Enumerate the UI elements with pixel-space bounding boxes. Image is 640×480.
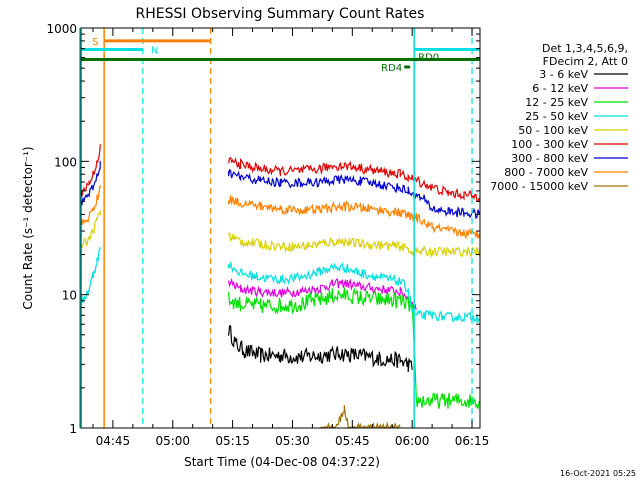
y-tick-label: 1 <box>69 422 77 436</box>
x-tick-label: 04:45 <box>96 434 131 448</box>
legend-entry-label: 3 - 6 keV <box>539 68 588 81</box>
axes-layer: 04:45 05:00 05:15 05:30 05:45 06:00 06:15 1 10 10… <box>46 22 489 448</box>
series-line <box>81 210 480 259</box>
flag-label-rd4: RD4 <box>381 63 402 74</box>
legend-header-line: FDecim 2, Att 0 <box>543 55 628 68</box>
x-tick-label: 05:30 <box>275 434 310 448</box>
legend-entry-label: 300 - 800 keV <box>511 152 588 165</box>
legend-entry-label: 25 - 50 keV <box>525 110 588 123</box>
series-line <box>81 247 480 324</box>
legend-header-line: Det 1,3,4,5,6,9, <box>542 42 628 55</box>
legend-entry-label: 100 - 300 keV <box>511 138 588 151</box>
x-tick-label: 05:15 <box>215 434 250 448</box>
series-line <box>81 144 480 202</box>
legend-entry-label: 6 - 12 keV <box>532 82 588 95</box>
y-tick-label: 100 <box>54 155 77 169</box>
legend-entry-label: 7000 - 15000 keV <box>490 180 588 193</box>
x-tick-label: 05:00 <box>155 434 190 448</box>
x-tick-label: 06:00 <box>395 434 430 448</box>
x-tick-label: 06:15 <box>455 434 490 448</box>
y-axis-label: Count Rate (s⁻¹ detector⁻¹) <box>21 146 35 309</box>
series-line <box>228 287 480 409</box>
series-line <box>228 277 417 311</box>
legend: Det 1,3,4,5,6,9,FDecim 2, Att 03 - 6 keV… <box>490 42 628 193</box>
flag-label-s: S <box>92 37 98 48</box>
series-line <box>81 185 480 240</box>
series-layer <box>81 144 480 428</box>
y-tick-label: 10 <box>62 289 77 303</box>
flags-layer: S N RD4 RD0 <box>79 28 480 428</box>
x-tick-label: 05:45 <box>335 434 370 448</box>
plot-frame <box>80 27 481 429</box>
x-axis-label: Start Time (04-Dec-08 04:37:22) <box>184 455 380 469</box>
timestamp: 16-Oct-2021 05:25 <box>560 469 636 478</box>
series-line <box>228 325 413 373</box>
chart-title: RHESSI Observing Summary Count Rates <box>136 6 425 22</box>
series-line <box>320 405 401 428</box>
series-line <box>81 161 480 220</box>
flag-label-n: N <box>151 45 158 56</box>
legend-entry-label: 12 - 25 keV <box>525 96 588 109</box>
legend-entry-label: 50 - 100 keV <box>518 124 588 137</box>
flag-label-rd0: RD0 <box>418 53 439 64</box>
y-tick-label: 1000 <box>46 22 77 36</box>
legend-entry-label: 800 - 7000 keV <box>504 166 588 179</box>
